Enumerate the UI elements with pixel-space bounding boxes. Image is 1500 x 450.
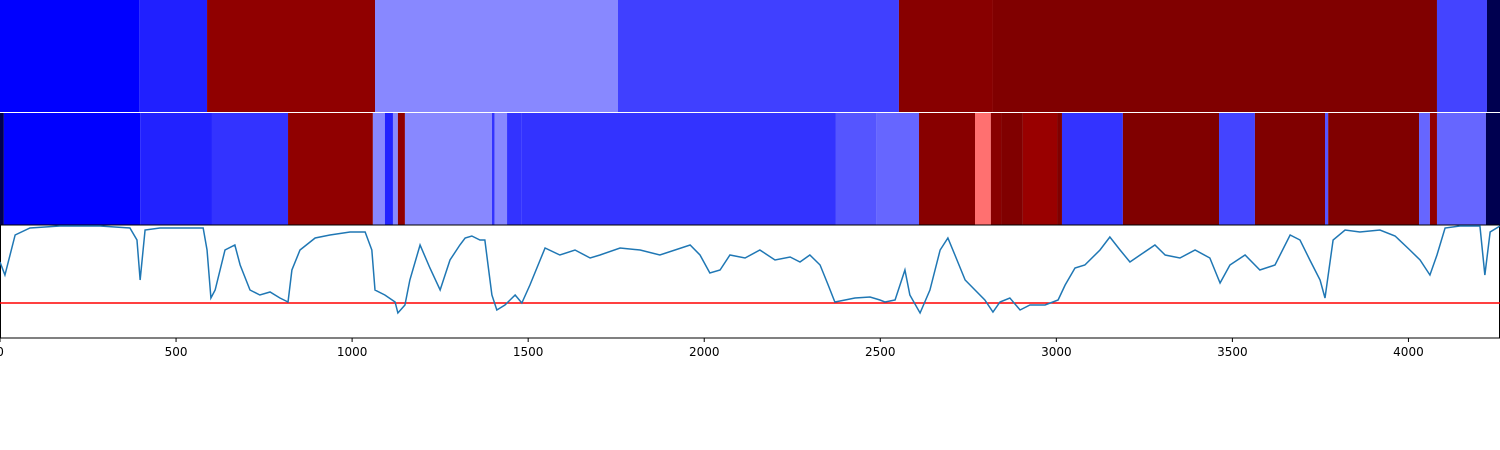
- segment: [992, 0, 1437, 112]
- segment: [211, 113, 289, 225]
- segment: [835, 113, 877, 225]
- segment: [1122, 113, 1220, 225]
- x-tick-label: 2500: [865, 345, 896, 359]
- segment: [1057, 113, 1062, 225]
- segment: [990, 113, 1002, 225]
- segment: [397, 113, 405, 225]
- segment: [384, 113, 393, 225]
- segment: [0, 0, 140, 112]
- x-tick-label: 0: [0, 345, 4, 359]
- x-tick-label: 2000: [689, 345, 720, 359]
- segment: [876, 113, 920, 225]
- segment: [1485, 113, 1500, 225]
- segment: [1486, 0, 1500, 112]
- segment: [139, 0, 208, 112]
- segment: [1436, 113, 1486, 225]
- segment: [919, 113, 975, 225]
- segment: [1325, 113, 1329, 225]
- segment: [1219, 113, 1255, 225]
- segment: [207, 0, 375, 112]
- data-line: [0, 225, 1500, 315]
- segment: [288, 113, 373, 225]
- segment: [140, 113, 212, 225]
- segment: [507, 113, 522, 225]
- segment: [491, 113, 495, 225]
- segment: [392, 113, 398, 225]
- segment: [375, 0, 618, 112]
- segment: [1436, 0, 1487, 112]
- segment: [3, 113, 141, 225]
- x-tick-label: 1500: [513, 345, 544, 359]
- segment: [898, 0, 993, 112]
- segment: [975, 113, 991, 225]
- x-tick-label: 500: [165, 345, 188, 359]
- segment: [1328, 113, 1420, 225]
- plot-frame: [0, 224, 1500, 339]
- x-tick-label: 3500: [1217, 345, 1248, 359]
- segment: [372, 113, 385, 225]
- segment: [617, 0, 899, 112]
- segment: [1419, 113, 1430, 225]
- x-tick-label: 3000: [1041, 345, 1072, 359]
- segment: [1429, 113, 1437, 225]
- segment: [521, 113, 836, 225]
- x-tick-label: 4000: [1393, 345, 1424, 359]
- segment: [404, 113, 492, 225]
- segment: [1001, 113, 1023, 225]
- segment: [1022, 113, 1058, 225]
- segment: [1254, 113, 1325, 225]
- x-tick-label: 1000: [337, 345, 368, 359]
- segment: [1061, 113, 1123, 225]
- segment: [0, 113, 4, 225]
- segment: [494, 113, 508, 225]
